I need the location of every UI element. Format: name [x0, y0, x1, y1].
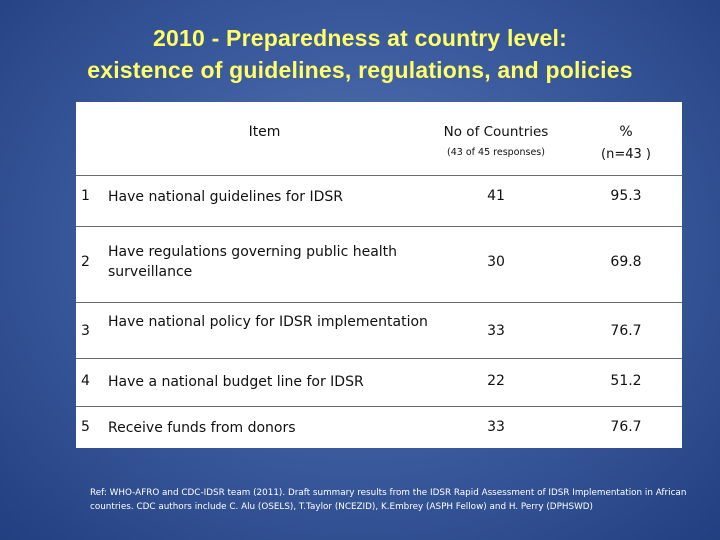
- header-countries: No of Countries: [443, 124, 549, 140]
- header-item: Item: [248, 124, 281, 140]
- row-divider: [76, 226, 682, 227]
- row-item: Have a national budget line for IDSR: [108, 374, 364, 390]
- title-line-1: 2010 - Preparedness at country level:: [153, 25, 567, 51]
- row-number: 4: [81, 373, 90, 389]
- row-item: Have national policy for IDSR implementa…: [108, 314, 428, 330]
- row-divider: [76, 175, 682, 176]
- row-percent: 76.7: [610, 419, 642, 435]
- row-number: 2: [81, 254, 90, 270]
- row-countries: 22: [487, 373, 505, 389]
- row-divider: [76, 302, 682, 303]
- data-table: Item No of Countries (43 of 45 responses…: [76, 102, 682, 448]
- row-divider: [76, 406, 682, 407]
- title-line-2: existence of guidelines, regulations, an…: [87, 57, 633, 83]
- row-number: 3: [81, 323, 90, 339]
- row-percent: 95.3: [610, 188, 642, 204]
- row-item: Receive funds from donors: [108, 420, 296, 436]
- header-countries-sub: (43 of 45 responses): [447, 147, 545, 158]
- row-percent: 69.8: [610, 254, 642, 270]
- row-divider: [76, 358, 682, 359]
- row-countries: 33: [487, 419, 505, 435]
- row-countries: 33: [487, 323, 505, 339]
- reference-note: Ref: WHO-AFRO and CDC-IDSR team (2011). …: [90, 486, 700, 514]
- row-item: Have national guidelines for IDSR: [108, 189, 344, 205]
- reference-line-1: Ref: WHO-AFRO and CDC-IDSR team (2011). …: [90, 488, 687, 498]
- row-percent: 51.2: [610, 373, 642, 389]
- row-percent: 76.7: [610, 323, 642, 339]
- slide-title: 2010 - Preparedness at country level: ex…: [0, 22, 720, 86]
- row-countries: 41: [487, 188, 505, 204]
- reference-line-2: countries. CDC authors include C. Alu (O…: [90, 502, 593, 512]
- row-item: Have regulations governing public health…: [108, 244, 398, 280]
- row-number: 5: [81, 419, 90, 435]
- header-percent-sub: (n=43 ): [601, 147, 651, 162]
- header-percent: %: [619, 124, 633, 140]
- row-countries: 30: [487, 254, 505, 270]
- row-number: 1: [81, 188, 90, 204]
